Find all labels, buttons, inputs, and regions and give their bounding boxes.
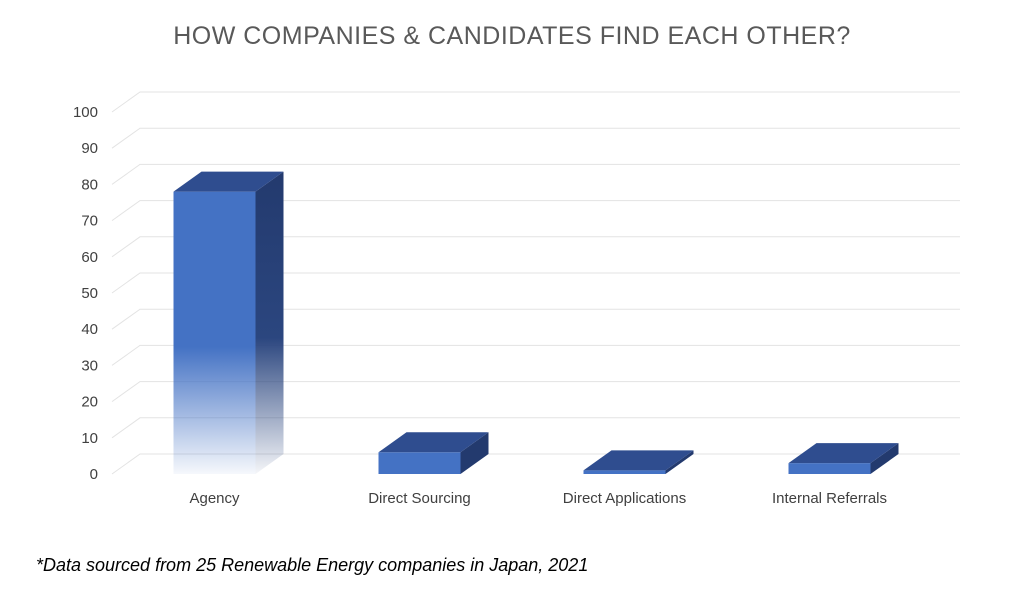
gridline <box>111 417 960 439</box>
gridline <box>111 200 960 222</box>
chart-title: HOW COMPANIES & CANDIDATES FIND EACH OTH… <box>173 22 851 50</box>
gridline <box>111 236 960 258</box>
gridline <box>111 91 960 113</box>
x-tick-label: Direct Applications <box>563 490 686 507</box>
bar-direct-sourcing <box>378 432 489 474</box>
y-tick-label: 10 <box>81 430 98 447</box>
bar-front <box>788 463 871 474</box>
bar-internal-referrals <box>788 443 899 474</box>
gridline <box>111 163 960 185</box>
gridline <box>111 272 960 294</box>
y-tick-label: 0 <box>90 466 98 483</box>
bar-top <box>378 432 489 453</box>
bar-direct-applications <box>583 450 694 474</box>
bar-agency <box>173 171 284 474</box>
y-tick-label: 100 <box>73 104 98 121</box>
bar-top <box>583 450 694 471</box>
y-axis-ticks: 0 10 20 30 40 50 60 70 80 90 100 <box>73 104 98 483</box>
bar-front <box>378 452 461 474</box>
gridline <box>111 127 960 149</box>
bar-front <box>173 191 256 474</box>
y-tick-label: 70 <box>81 213 98 230</box>
y-tick-label: 20 <box>81 394 98 411</box>
bar-side <box>460 432 489 474</box>
y-tick-label: 60 <box>81 249 98 266</box>
bar-front <box>583 470 666 474</box>
gridline <box>111 308 960 330</box>
x-tick-label: Agency <box>189 490 240 507</box>
bar-side <box>255 171 284 474</box>
y-tick-label: 30 <box>81 357 98 374</box>
x-axis-labels: Agency Direct Sourcing Direct Applications… <box>189 490 887 507</box>
gridline <box>111 344 960 366</box>
footnote: *Data sourced from 25 Renewable Energy c… <box>36 555 589 575</box>
bar-side <box>870 443 899 474</box>
gridlines <box>111 91 960 475</box>
bars <box>173 171 899 474</box>
bar-side <box>665 450 694 474</box>
bar-top <box>788 443 899 464</box>
gridline <box>111 381 960 403</box>
bar-top <box>173 171 284 192</box>
x-tick-label: Direct Sourcing <box>368 490 471 507</box>
y-tick-label: 50 <box>81 285 98 302</box>
y-tick-label: 90 <box>81 140 98 157</box>
y-tick-label: 80 <box>81 176 98 193</box>
x-tick-label: Internal Referrals <box>772 490 887 507</box>
y-tick-label: 40 <box>81 321 98 338</box>
